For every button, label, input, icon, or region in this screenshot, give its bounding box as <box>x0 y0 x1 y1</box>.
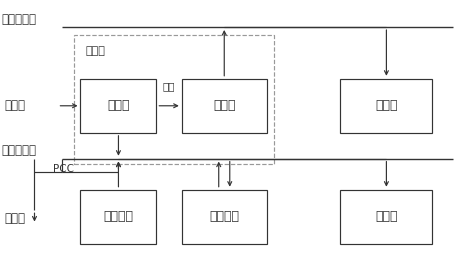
Text: 发电机: 发电机 <box>107 99 129 112</box>
Text: PCC: PCC <box>53 164 74 174</box>
Text: 热功率平衡: 热功率平衡 <box>1 13 36 26</box>
Text: 热负荷: 热负荷 <box>375 99 397 112</box>
Bar <box>340 190 431 244</box>
Text: 天然气: 天然气 <box>5 99 26 112</box>
Bar <box>340 79 431 133</box>
Bar <box>73 35 273 164</box>
Bar <box>80 79 156 133</box>
Text: 风电机组: 风电机组 <box>103 210 133 223</box>
Text: 电功率平衡: 电功率平衡 <box>1 144 36 157</box>
Text: 溴冷机: 溴冷机 <box>213 99 235 112</box>
Text: 储能装置: 储能装置 <box>209 210 239 223</box>
Text: 电负荷: 电负荷 <box>375 210 397 223</box>
Bar <box>181 79 266 133</box>
Text: 余热: 余热 <box>162 82 175 92</box>
Text: 大电网: 大电网 <box>5 212 26 224</box>
Text: 微燃机: 微燃机 <box>85 46 105 57</box>
Bar <box>80 190 156 244</box>
Bar <box>181 190 266 244</box>
